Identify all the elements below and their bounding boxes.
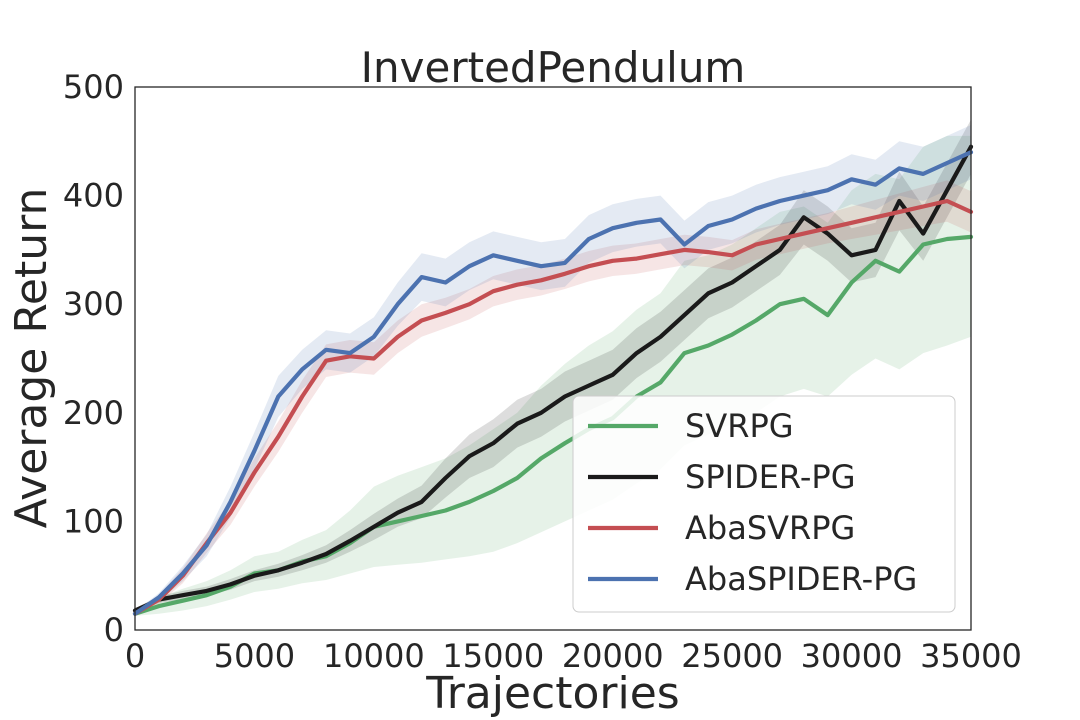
legend: SVRPG SPIDER-PG AbaSVRPG AbaSPIDER-PG: [572, 395, 956, 613]
y-axis-ticks: 0 100 200 300 400 500: [63, 68, 124, 649]
legend-box: [572, 395, 956, 613]
y-tick-label: 200: [63, 394, 124, 432]
x-tick-label: 20000: [562, 637, 664, 675]
y-tick-label: 400: [63, 177, 124, 215]
y-tick-label: 300: [63, 285, 124, 323]
x-tick-label: 15000: [442, 637, 544, 675]
x-tick-label: 5000: [214, 637, 295, 675]
legend-label-spider-pg: SPIDER-PG: [685, 458, 855, 496]
x-axis-title: Trajectories: [425, 668, 679, 719]
series-lines: [132, 144, 974, 616]
legend-label-abaspider-pg: AbaSPIDER-PG: [685, 560, 917, 598]
legend-label-svrpg: SVRPG: [685, 407, 794, 445]
y-tick-label: 0: [104, 611, 124, 649]
series-line-abasvrpg: [132, 198, 974, 616]
legend-label-abasvrpg: AbaSVRPG: [685, 509, 855, 547]
y-axis-title: Average Return: [6, 188, 57, 529]
chart-title: InvertedPendulum: [361, 43, 746, 92]
x-tick-label: 25000: [681, 637, 783, 675]
series-line-abaspider-pg: [132, 150, 974, 616]
x-tick-label: 10000: [323, 637, 425, 675]
x-tick-label: 35000: [920, 637, 1022, 675]
x-tick-label: 30000: [801, 637, 903, 675]
series-line-spider-pg: [132, 144, 974, 613]
band-svrpg: [135, 135, 971, 616]
y-tick-label: 100: [63, 502, 124, 540]
x-tick-label: 0: [125, 637, 145, 675]
plot-frame: [134, 86, 972, 631]
x-axis-ticks: 0 5000 10000 15000 20000 25000 30000 35000: [125, 637, 1022, 675]
y-tick-label: 500: [63, 68, 124, 106]
